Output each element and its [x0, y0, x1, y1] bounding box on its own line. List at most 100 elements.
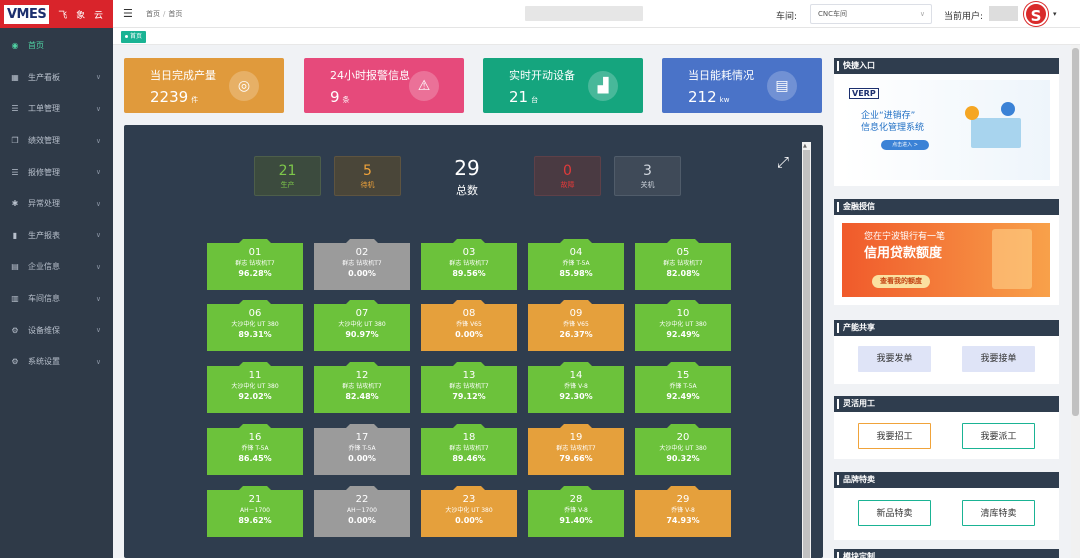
machine-tile[interactable]: 21 AH－1700 89.62%	[207, 486, 303, 537]
machine-tile[interactable]: 28 乔锋 V-8 91.40%	[528, 486, 624, 537]
sidebar-item[interactable]: ▦ 生产看板 ∨	[0, 62, 113, 94]
machine-model: AH－1700	[240, 507, 270, 514]
machine-utilization: 91.40%	[559, 516, 593, 525]
chevron-down-icon: ∨	[95, 231, 101, 240]
flexible-labor-box: 灵活用工 我要招工 我要派工	[834, 396, 1059, 459]
loan-line1: 您在宁波银行有一笔	[864, 232, 946, 242]
machine-tile[interactable]: 20 大沙中化 UT 380 90.32%	[635, 424, 731, 475]
card-number: 21	[509, 88, 529, 106]
machine-tile[interactable]: 22 AH－1700 0.00%	[314, 486, 410, 537]
status-standby[interactable]: 5 待机	[334, 156, 401, 196]
summary-card[interactable]: 当日能耗情况 212 kw ▤	[662, 58, 822, 113]
page-scrollbar[interactable]	[1071, 45, 1080, 558]
summary-card[interactable]: 当日完成产量 2239 件 ◎	[124, 58, 284, 113]
machine-tile[interactable]: 15 乔锋 T-5A 92.49%	[635, 362, 731, 413]
bar-chart-icon: ▮	[12, 230, 18, 240]
sidebar-item[interactable]: ▥ 车间信息 ∨	[0, 283, 113, 315]
chevron-down-icon: ∨	[95, 104, 101, 113]
machine-id: 03	[462, 247, 476, 258]
sidebar-item[interactable]: ▤ 企业信息 ∨	[0, 251, 113, 283]
machine-model: 大沙中化 UT 380	[231, 321, 279, 328]
dispatch-button[interactable]: 我要派工	[962, 423, 1035, 449]
summary-card[interactable]: 实时开动设备 21 台 ▟	[483, 58, 643, 113]
machine-id: 08	[462, 308, 476, 319]
user-dropdown-icon[interactable]: ▾	[1053, 10, 1057, 18]
machine-utilization: 79.66%	[559, 454, 593, 463]
fullscreen-icon[interactable]: ⤢	[777, 153, 790, 171]
recruit-button[interactable]: 我要招工	[858, 423, 931, 449]
machine-tile[interactable]: 01 群志 钻攻机T7 96.28%	[207, 239, 303, 290]
tab-home[interactable]: 首页	[121, 31, 147, 43]
antenna-icon: ◎	[229, 71, 259, 101]
tab-label: 首页	[130, 33, 143, 40]
breadcrumb-item[interactable]: 首页	[146, 9, 160, 18]
card-value: 2239 件	[150, 88, 198, 106]
machine-tile[interactable]: 06 大沙中化 UT 380 89.31%	[207, 300, 303, 351]
verp-banner[interactable]: VERP 企业“进销存” 信息化管理系统 点击进入 >	[843, 80, 1050, 180]
loan-banner[interactable]: 您在宁波银行有一笔 信用贷款额度 查看我的额度	[842, 223, 1050, 297]
sidebar-item[interactable]: ⚙ 设备维保 ∨	[0, 314, 113, 346]
status-off[interactable]: 3 关机	[614, 156, 681, 196]
sidebar-item[interactable]: ❐ 绩效管理 ∨	[0, 125, 113, 157]
machine-tile[interactable]: 05 群志 钻攻机T7 82.08%	[635, 239, 731, 290]
machine-tile[interactable]: 08 乔锋 V65 0.00%	[421, 300, 517, 351]
machine-id: 22	[355, 494, 369, 505]
machine-tile[interactable]: 11 大沙中化 UT 380 92.02%	[207, 362, 303, 413]
sidebar-item[interactable]: ⚙ 系统设置 ∨	[0, 346, 113, 378]
status-standby-label: 待机	[360, 181, 375, 189]
panel-scrollbar[interactable]: ▲	[802, 142, 811, 558]
machine-model: 大沙中化 UT 380	[659, 445, 707, 452]
machine-model: 乔锋 T-5A	[669, 383, 697, 390]
machine-tile[interactable]: 18 群志 钻攻机T7 89.46%	[421, 424, 517, 475]
card-title: 实时开动设备	[509, 69, 575, 82]
machine-tile[interactable]: 13 群志 钻攻机T7 79.12%	[421, 362, 517, 413]
machine-tile[interactable]: 03 群志 钻攻机T7 89.56%	[421, 239, 517, 290]
machine-tile[interactable]: 12 群志 钻攻机T7 82.48%	[314, 362, 410, 413]
sidebar-item[interactable]: ✱ 异常处理 ∨	[0, 188, 113, 220]
new-product-sale-button[interactable]: 新品特卖	[858, 500, 931, 526]
sidebar-item[interactable]: ☰ 报修管理 ∨	[0, 156, 113, 188]
labor-title: 灵活用工	[834, 396, 1059, 412]
machine-tile[interactable]: 23 大沙中化 UT 380 0.00%	[421, 486, 517, 537]
sidebar-item[interactable]: ▮ 生产报表 ∨	[0, 220, 113, 252]
workshop-select[interactable]: CNC车间 ∨	[810, 4, 932, 24]
loan-check-button[interactable]: 查看我的额度	[872, 275, 930, 288]
machine-tile[interactable]: 04 乔锋 T-5A 85.98%	[528, 239, 624, 290]
machine-utilization: 89.46%	[452, 454, 486, 463]
send-order-button[interactable]: 我要发单	[858, 346, 931, 372]
machine-tile[interactable]: 19 群志 钻攻机T7 79.66%	[528, 424, 624, 475]
sidebar-item[interactable]: ☰ 工单管理 ∨	[0, 93, 113, 125]
machine-model: 乔锋 V-8	[564, 507, 588, 514]
clearance-sale-button[interactable]: 清库特卖	[962, 500, 1035, 526]
machine-id: 19	[569, 432, 583, 443]
machine-tile[interactable]: 17 乔锋 T-5A 0.00%	[314, 424, 410, 475]
machine-model: 群志 钻攻机T7	[235, 260, 275, 267]
accept-order-button[interactable]: 我要接单	[962, 346, 1035, 372]
machine-model: 大沙中化 UT 380	[659, 321, 707, 328]
chevron-down-icon: ∨	[95, 262, 101, 271]
machine-utilization: 92.02%	[238, 392, 272, 401]
menu-toggle-icon[interactable]: ☰	[123, 7, 133, 20]
verp-enter-button[interactable]: 点击进入 >	[881, 140, 929, 150]
summary-card[interactable]: 24小时报警信息 9 条 ⚠	[304, 58, 464, 113]
status-fault[interactable]: 0 故障	[534, 156, 601, 196]
machine-model: 乔锋 T-5A	[562, 260, 590, 267]
sidebar-item[interactable]: ◉ 首页	[0, 30, 113, 62]
machine-model: 群志 钻攻机T7	[663, 260, 703, 267]
chevron-down-icon: ∨	[919, 10, 925, 18]
machine-tile[interactable]: 02 群志 钻攻机T7 0.00%	[314, 239, 410, 290]
status-production[interactable]: 21 生产	[254, 156, 321, 196]
machine-model: 乔锋 V-8	[564, 383, 588, 390]
module-custom-title: 模块定制	[834, 549, 1059, 558]
machine-tile[interactable]: 09 乔锋 V65 26.37%	[528, 300, 624, 351]
machine-tile[interactable]: 07 大沙中化 UT 380 90.97%	[314, 300, 410, 351]
machine-tile[interactable]: 16 乔锋 T-5A 86.45%	[207, 424, 303, 475]
brand-logo[interactable]: VMES 飞 象 云	[0, 0, 113, 28]
machine-tile[interactable]: 14 乔锋 V-8 92.30%	[528, 362, 624, 413]
avatar[interactable]: S	[1024, 2, 1048, 26]
machine-utilization: 82.08%	[666, 269, 700, 278]
machine-tile[interactable]: 29 乔锋 V-8 74.93%	[635, 486, 731, 537]
machine-tile[interactable]: 10 大沙中化 UT 380 92.49%	[635, 300, 731, 351]
machine-id: 18	[462, 432, 476, 443]
